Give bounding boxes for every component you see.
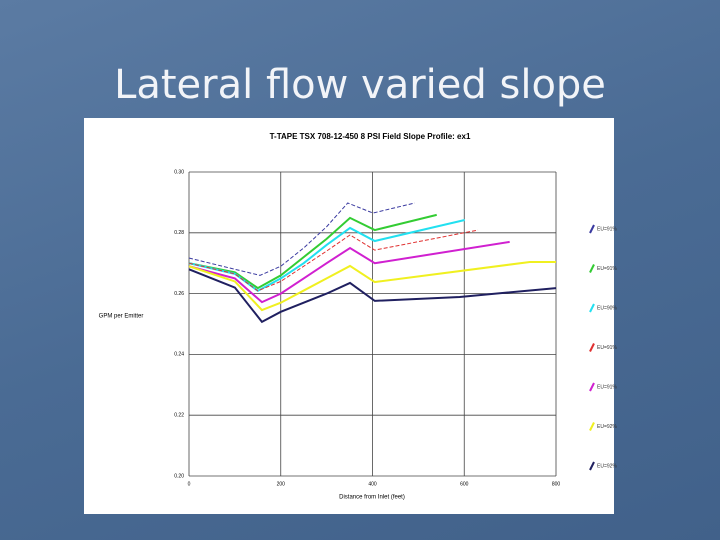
y-tick-label: 0.24 xyxy=(174,352,184,358)
x-tick-label: 0 xyxy=(188,481,191,487)
x-tick-label: 400 xyxy=(368,481,377,487)
x-tick-label: 600 xyxy=(460,481,469,487)
legend-label: EU=92% xyxy=(597,463,617,469)
series-line xyxy=(188,240,510,304)
legend-swatch xyxy=(589,382,595,392)
y-tick-label: 0.22 xyxy=(174,413,184,419)
legend-label: EU=91% xyxy=(597,226,617,232)
y-axis-label: GPM per Emitter xyxy=(99,314,144,320)
series-line xyxy=(188,260,556,312)
y-tick-label: 0.26 xyxy=(174,291,184,297)
chart-title: T-TAPE TSX 708-12-450 8 PSI Field Slope … xyxy=(270,132,471,141)
y-tick-label: 0.30 xyxy=(174,169,184,175)
y-tick-label: 0.20 xyxy=(174,473,184,479)
x-tick-label: 200 xyxy=(277,481,286,487)
slide-title: Lateral flow varied slope xyxy=(114,62,606,108)
legend-swatch xyxy=(589,303,595,313)
series-line xyxy=(188,202,415,276)
x-tick-label: 800 xyxy=(552,481,561,487)
x-axis-label: Distance from Inlet (feet) xyxy=(339,495,405,501)
legend-label: EU=91% xyxy=(597,384,617,390)
legend-label: EU=90% xyxy=(597,305,617,311)
legend-swatch xyxy=(589,343,595,352)
legend-swatch xyxy=(589,264,595,273)
series-line xyxy=(188,213,437,290)
chart-panel xyxy=(84,118,614,514)
legend-label: EU=92% xyxy=(597,424,617,430)
series-line xyxy=(188,268,557,324)
y-tick-label: 0.28 xyxy=(174,230,184,236)
legend-swatch xyxy=(589,422,595,431)
legend-label: EU=91% xyxy=(597,345,617,351)
series-line xyxy=(188,229,479,292)
legend-swatch xyxy=(589,461,595,471)
legend-label: EU=91% xyxy=(597,266,617,272)
legend-swatch xyxy=(589,224,595,234)
